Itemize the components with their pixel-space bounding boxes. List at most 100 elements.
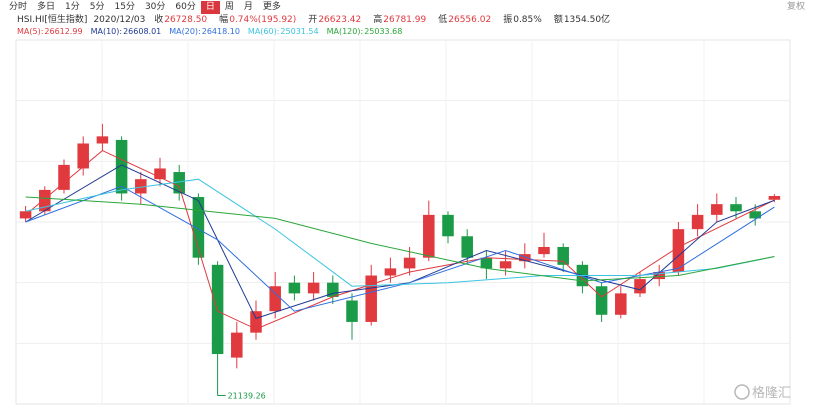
candle-body xyxy=(346,300,358,322)
field-value: 1354.50亿 xyxy=(563,15,611,25)
candle-body xyxy=(615,293,627,315)
legend-entry: MA(60):25031.54 xyxy=(248,27,323,36)
period-tab[interactable]: 多日 xyxy=(37,2,56,12)
field-label: 高 xyxy=(373,15,383,25)
candle-body xyxy=(307,282,320,294)
field-value: 0.74%(195.92) xyxy=(229,15,297,25)
watermark: 格隆汇 xyxy=(752,385,791,401)
field-value: 26623.42 xyxy=(318,15,362,25)
ma-line xyxy=(25,196,775,282)
legend-entry: MA(120):25033.68 xyxy=(327,27,407,36)
period-tab[interactable]: 日 xyxy=(200,1,220,14)
period-tab[interactable]: 月 xyxy=(243,2,253,12)
candle-body xyxy=(519,254,531,262)
candle-body xyxy=(115,139,128,194)
legend-entry: MA(5):26612.99 xyxy=(17,27,87,36)
period-tab[interactable]: 周 xyxy=(224,2,234,12)
candle-body xyxy=(749,211,761,219)
field-label: 额 xyxy=(553,15,563,25)
candle-body xyxy=(557,246,569,265)
candle-body xyxy=(691,214,704,230)
symbol: HSI.HI[恒生指数] xyxy=(17,15,88,25)
candle-body xyxy=(231,332,243,358)
candle-body xyxy=(653,271,665,280)
quote-info: HSI.HI[恒生指数] 2020/12/03 收26728.50 幅0.74%(1… xyxy=(17,14,622,26)
candle-body xyxy=(96,136,109,144)
candle-body xyxy=(384,268,397,276)
period-tab[interactable]: 分时 xyxy=(9,2,28,12)
legend-entry: MA(20):26418.10 xyxy=(169,27,244,36)
field-label: 振 xyxy=(503,15,513,25)
candle-body xyxy=(211,264,224,355)
candle-body xyxy=(327,282,339,297)
candle-body xyxy=(595,286,608,315)
candle-body xyxy=(250,311,262,333)
quote-field: 幅0.74%(195.92) xyxy=(219,15,302,25)
candle-body xyxy=(480,257,493,269)
candle-body xyxy=(730,204,742,212)
candle-body xyxy=(711,204,723,215)
period-tab[interactable]: 更多 xyxy=(262,2,281,12)
ma-legend: MA(5):26612.99 MA(10):26608.01 MA(20):2641… xyxy=(17,26,410,37)
candle-body xyxy=(269,286,281,312)
legend-name: MA(120): xyxy=(326,27,364,36)
ma-line xyxy=(25,185,775,312)
candle-body xyxy=(423,214,435,258)
field-label: 收 xyxy=(154,15,164,25)
watermark-logo xyxy=(734,384,750,400)
field-label: 幅 xyxy=(219,15,229,25)
quote-field: 振0.85% xyxy=(503,15,548,25)
candle-body xyxy=(768,196,781,200)
ma-line xyxy=(25,178,775,287)
candle-body xyxy=(442,214,454,237)
legend-name: MA(60): xyxy=(247,27,280,36)
candle-body xyxy=(461,236,473,258)
candle-body xyxy=(192,197,205,258)
quote-field: 收26728.50 xyxy=(154,15,213,25)
adjust-button[interactable]: 复权 xyxy=(786,2,805,12)
min-label: 21139.26 xyxy=(228,391,266,400)
legend-name: MA(20): xyxy=(169,27,201,36)
field-value: 0.85% xyxy=(513,15,542,25)
candle-body xyxy=(634,279,646,294)
period-tab[interactable]: 60分 xyxy=(175,2,196,12)
legend-value: 26608.01 xyxy=(123,27,162,36)
field-value: 26556.02 xyxy=(448,15,492,25)
legend-value: 26612.99 xyxy=(44,27,83,36)
candle-body xyxy=(154,168,166,180)
legend-value: 25031.54 xyxy=(280,27,319,36)
field-label: 开 xyxy=(308,15,318,25)
candle-body xyxy=(77,143,89,169)
legend-value: 26418.10 xyxy=(201,27,240,36)
candle-body xyxy=(538,246,550,255)
quote-field: 开26623.42 xyxy=(308,15,367,25)
ma-line xyxy=(25,150,775,330)
field-value: 26728.50 xyxy=(164,15,208,25)
quote-field: 额1354.50亿 xyxy=(554,15,616,25)
legend-entry: MA(10):26608.01 xyxy=(91,27,166,36)
candle-body xyxy=(672,229,685,272)
period-tab[interactable]: 5分 xyxy=(89,2,105,12)
legend-value: 25033.68 xyxy=(364,27,403,36)
candle-body xyxy=(173,172,185,194)
candle-body xyxy=(403,257,416,269)
candle-body xyxy=(39,189,51,212)
period-tab[interactable]: 15分 xyxy=(114,2,135,12)
quote-field: 高26781.99 xyxy=(373,15,432,25)
candle-body xyxy=(499,261,512,269)
field-value: 26781.99 xyxy=(383,15,427,25)
period-tab[interactable]: 1分 xyxy=(65,2,80,12)
period-tab[interactable]: 30分 xyxy=(144,2,166,12)
quote-field: 低26556.02 xyxy=(438,15,497,25)
field-label: 低 xyxy=(438,15,448,25)
legend-name: MA(5): xyxy=(17,27,44,36)
candle-body xyxy=(365,275,377,322)
candle-body xyxy=(288,282,301,294)
candle-body xyxy=(135,179,147,194)
legend-name: MA(10): xyxy=(90,27,123,36)
date: 2020/12/03 xyxy=(93,15,146,25)
candle-body xyxy=(58,164,70,190)
period-tabs: 分时 多日 1分 5分 15分 30分 60分日周月更多 xyxy=(4,1,286,14)
